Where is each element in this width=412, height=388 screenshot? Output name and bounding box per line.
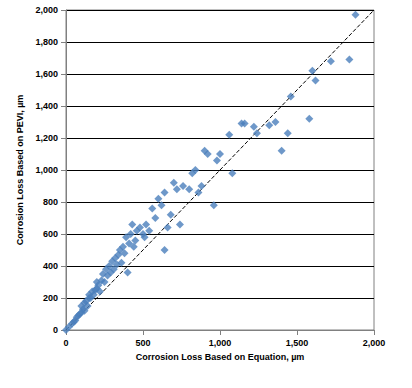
svg-text:Corrosion Loss Based on Equati: Corrosion Loss Based on Equation, µm	[136, 352, 305, 362]
svg-text:1,800: 1,800	[35, 37, 58, 47]
svg-text:1,200: 1,200	[35, 133, 58, 143]
svg-text:400: 400	[43, 261, 58, 271]
svg-text:1,000: 1,000	[209, 338, 232, 348]
svg-text:1,000: 1,000	[35, 165, 58, 175]
svg-text:Corrosion Loss Based on PEVI,: Corrosion Loss Based on PEVI, µm	[15, 95, 25, 246]
svg-text:600: 600	[43, 229, 58, 239]
svg-text:1,600: 1,600	[35, 69, 58, 79]
svg-text:0: 0	[63, 338, 68, 348]
svg-text:1,400: 1,400	[35, 101, 58, 111]
svg-text:200: 200	[43, 293, 58, 303]
svg-text:1,500: 1,500	[286, 338, 309, 348]
svg-text:800: 800	[43, 197, 58, 207]
svg-text:0: 0	[53, 325, 58, 335]
svg-text:2,000: 2,000	[35, 5, 58, 15]
svg-text:2,000: 2,000	[363, 338, 386, 348]
svg-text:500: 500	[135, 338, 150, 348]
